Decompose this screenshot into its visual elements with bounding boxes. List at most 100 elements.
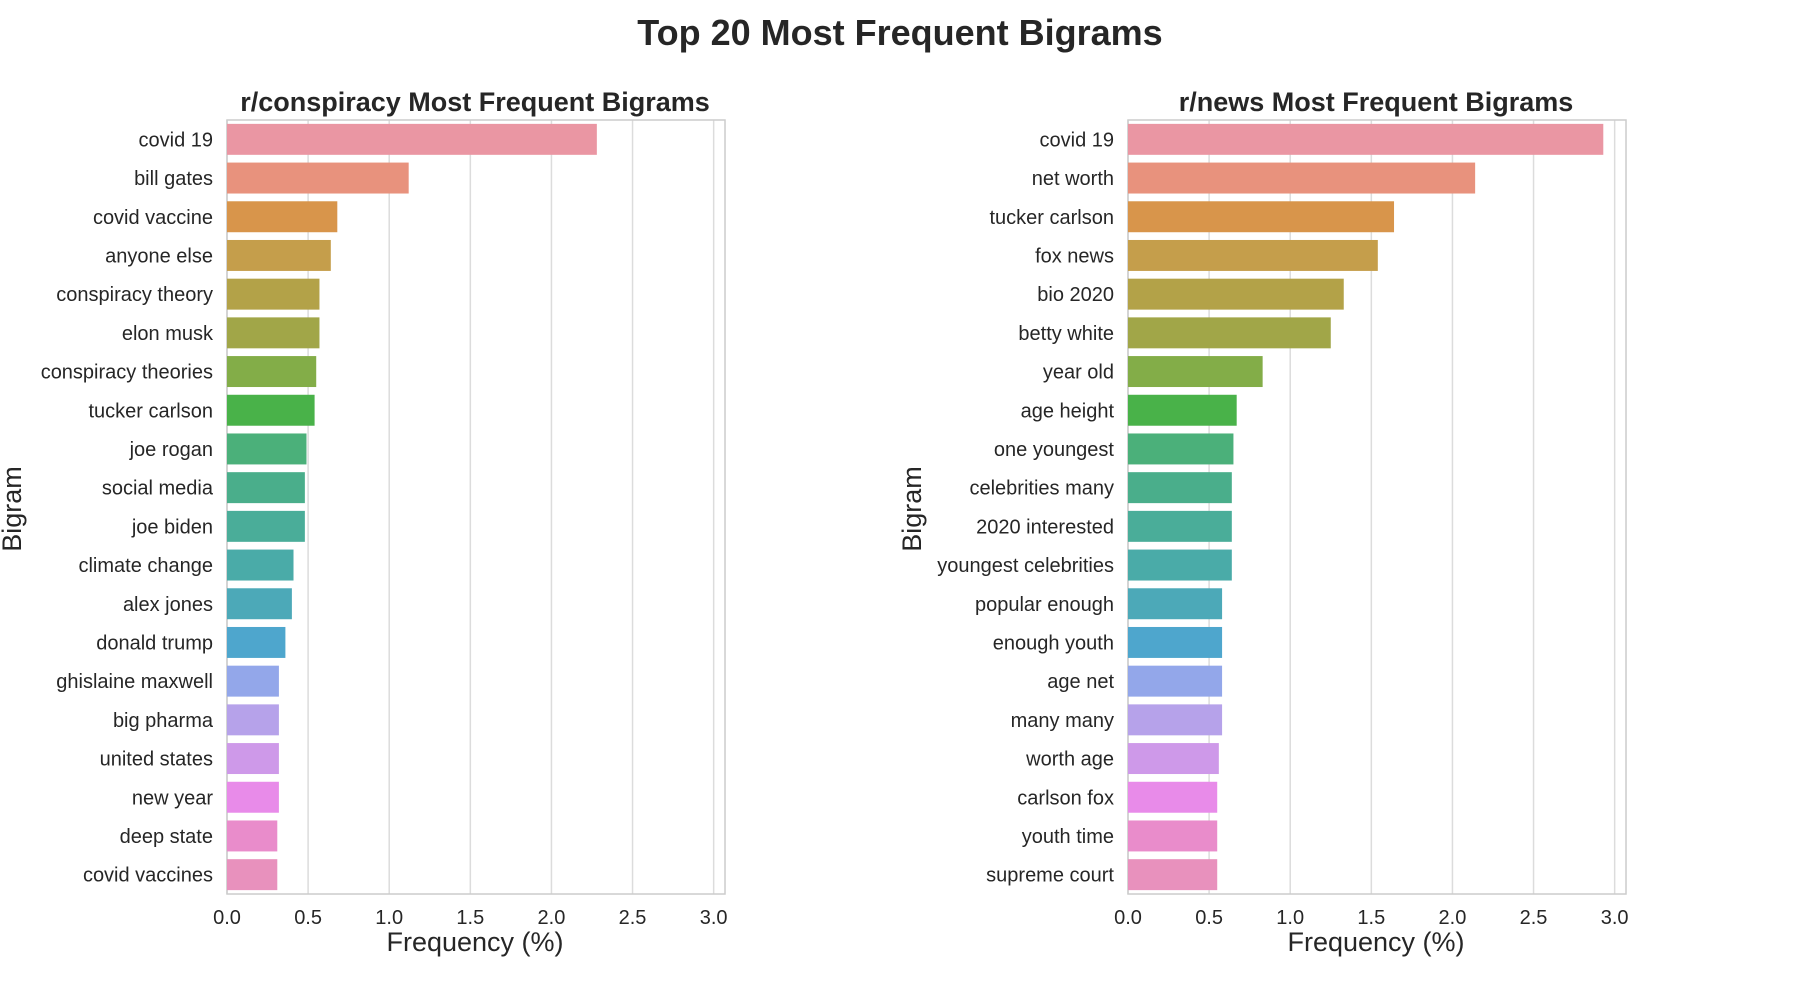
- category-label: big pharma: [113, 710, 214, 732]
- category-label: alex jones: [123, 594, 213, 616]
- chart-news-grid: [1127, 119, 1627, 895]
- category-label: covid 19: [139, 129, 214, 151]
- bar: [1128, 704, 1223, 736]
- bar: [1128, 201, 1395, 233]
- bar: [227, 704, 279, 736]
- x-tick-label: 2.5: [1520, 907, 1548, 929]
- category-label: covid vaccines: [83, 865, 213, 887]
- category-label: year old: [1043, 362, 1114, 384]
- chart-conspiracy-ylabel: Bigram: [0, 466, 27, 552]
- chart-news-xticks: 0.0 0.5 1.0 1.5 2.0 2.5 3.0: [1114, 907, 1628, 929]
- bar: [1128, 356, 1263, 388]
- bar: [227, 123, 597, 155]
- category-label: conspiracy theories: [41, 362, 213, 384]
- bar: [227, 394, 315, 426]
- bar: [227, 549, 294, 581]
- x-tick-label: 0.0: [213, 907, 241, 929]
- bar: [1128, 433, 1234, 465]
- category-label: fox news: [1035, 245, 1114, 267]
- bar: [1128, 549, 1232, 581]
- bar: [227, 201, 338, 233]
- bar: [227, 239, 331, 271]
- bar: [227, 510, 305, 542]
- category-label: youngest celebrities: [937, 555, 1114, 577]
- bar: [1128, 510, 1232, 542]
- category-label: one youngest: [994, 439, 1115, 461]
- chart-news: r/news Most Frequent Bigrams covid 19 net…: [897, 87, 1629, 957]
- figure-title: Top 20 Most Frequent Bigrams: [637, 12, 1162, 53]
- category-label: covid vaccine: [93, 207, 213, 229]
- x-tick-label: 1.0: [1276, 907, 1304, 929]
- bar: [227, 162, 409, 194]
- chart-news-title: r/news Most Frequent Bigrams: [1179, 87, 1574, 117]
- bar: [1128, 278, 1344, 310]
- bar: [227, 588, 292, 620]
- category-label: enough youth: [993, 632, 1114, 654]
- bar: [1128, 820, 1218, 852]
- bar: [1128, 665, 1223, 697]
- bar: [1128, 394, 1237, 426]
- chart-conspiracy-grid: [226, 119, 726, 895]
- x-tick-label: 2.0: [1439, 907, 1467, 929]
- category-label: carlson fox: [1017, 787, 1114, 809]
- category-label: covid 19: [1040, 129, 1115, 151]
- category-label: worth age: [1025, 749, 1114, 771]
- category-label: bill gates: [134, 168, 213, 190]
- category-label: climate change: [78, 555, 213, 577]
- category-label: celebrities many: [969, 478, 1114, 500]
- category-label: tucker carlson: [89, 400, 214, 422]
- category-label: net worth: [1032, 168, 1114, 190]
- chart-conspiracy-categories: covid 19 bill gates covid vaccine anyone el…: [41, 129, 214, 886]
- bar: [227, 743, 279, 775]
- bar: [227, 356, 317, 388]
- bar: [227, 317, 320, 349]
- chart-news-bars: [1128, 123, 1604, 891]
- category-label: age net: [1047, 671, 1114, 693]
- chart-news-categories: covid 19 net worth tucker carlson fox news b…: [937, 129, 1114, 886]
- category-label: social media: [102, 478, 214, 500]
- category-label: youth time: [1022, 826, 1114, 848]
- bar: [1128, 588, 1223, 620]
- category-label: new year: [132, 787, 213, 809]
- x-tick-label: 3.0: [1601, 907, 1629, 929]
- bar: [227, 781, 279, 813]
- category-label: anyone else: [105, 245, 213, 267]
- x-tick-label: 1.5: [456, 907, 484, 929]
- bar: [227, 859, 278, 891]
- category-label: elon musk: [122, 323, 214, 345]
- chart-conspiracy-xticks: 0.0 0.5 1.0 1.5 2.0 2.5 3.0: [213, 907, 727, 929]
- chart-conspiracy: r/conspiracy Most Frequent Bigrams covid…: [0, 87, 728, 957]
- category-label: betty white: [1018, 323, 1114, 345]
- category-label: age height: [1021, 400, 1115, 422]
- category-label: tucker carlson: [990, 207, 1115, 229]
- category-label: popular enough: [975, 594, 1114, 616]
- bar: [1128, 859, 1218, 891]
- bar: [227, 278, 320, 310]
- bar: [1128, 123, 1604, 155]
- bar: [227, 665, 279, 697]
- x-tick-label: 0.5: [294, 907, 322, 929]
- bar: [227, 472, 305, 504]
- category-label: 2020 interested: [976, 516, 1114, 538]
- x-tick-label: 2.0: [538, 907, 566, 929]
- bar: [227, 820, 278, 852]
- bar: [1128, 626, 1223, 658]
- category-label: conspiracy theory: [56, 284, 213, 306]
- category-label: united states: [100, 749, 213, 771]
- category-label: many many: [1011, 710, 1114, 732]
- chart-news-ylabel: Bigram: [897, 466, 927, 552]
- x-tick-label: 3.0: [700, 907, 728, 929]
- chart-conspiracy-title: r/conspiracy Most Frequent Bigrams: [240, 87, 710, 117]
- plot-frame: [1127, 119, 1627, 895]
- category-label: bio 2020: [1037, 284, 1114, 306]
- x-tick-label: 1.5: [1357, 907, 1385, 929]
- bar: [1128, 317, 1331, 349]
- bar: [1128, 162, 1476, 194]
- plot-frame: [226, 119, 726, 895]
- category-label: joe biden: [131, 516, 213, 538]
- bar: [1128, 472, 1232, 504]
- bar: [1128, 239, 1378, 271]
- x-tick-label: 1.0: [375, 907, 403, 929]
- category-label: ghislaine maxwell: [56, 671, 213, 693]
- bar: [227, 433, 307, 465]
